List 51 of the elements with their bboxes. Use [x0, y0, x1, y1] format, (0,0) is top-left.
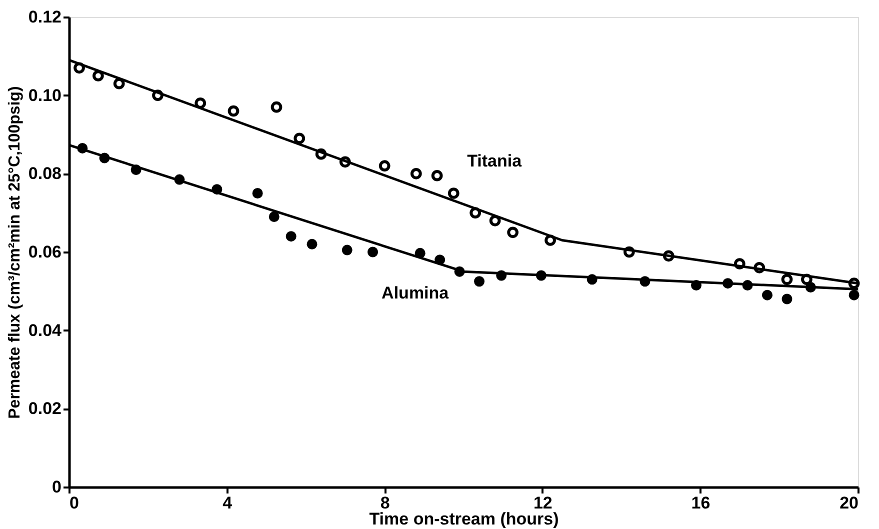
- point: [410, 168, 422, 180]
- point: [662, 250, 674, 262]
- x-axis-title: Time on-stream (hours): [369, 510, 559, 528]
- point: [268, 212, 280, 222]
- point: [848, 290, 860, 300]
- y-axis-title: Permeate flux (cm³/cm²min at 25°C,100psig): [6, 86, 24, 419]
- point: [315, 148, 327, 160]
- point: [754, 262, 766, 274]
- point: [286, 231, 296, 242]
- point: [507, 226, 518, 238]
- series-label: Titania: [467, 152, 522, 171]
- point: [339, 156, 351, 168]
- point: [368, 246, 378, 258]
- y-tick-label: 0.02: [28, 399, 62, 418]
- y-tick-label: 0.10: [28, 86, 62, 105]
- point: [113, 78, 125, 90]
- point: [734, 258, 746, 270]
- point: [378, 160, 390, 172]
- point: [801, 274, 812, 286]
- point: [228, 105, 240, 117]
- point: [470, 207, 482, 219]
- point: [74, 62, 85, 74]
- point: [782, 294, 792, 304]
- x-tick-label: 4: [222, 494, 233, 512]
- point: [270, 101, 282, 113]
- point: [489, 214, 501, 226]
- x-tick-label: 20: [840, 494, 858, 512]
- x-tick-label: 8: [380, 494, 390, 512]
- point: [194, 97, 206, 109]
- point: [152, 90, 164, 102]
- point: [252, 188, 263, 198]
- point: [306, 238, 318, 250]
- point: [762, 290, 773, 300]
- y-tick-label: 0.08: [28, 164, 62, 184]
- point: [544, 234, 556, 246]
- x-tick-label: 16: [691, 494, 710, 512]
- point: [294, 132, 306, 144]
- point: [624, 246, 635, 258]
- point: [448, 188, 460, 199]
- x-tick-label: 0: [70, 494, 79, 512]
- y-tick-label: 0.06: [28, 242, 62, 262]
- point: [342, 244, 352, 256]
- point: [474, 276, 485, 287]
- y-tick-label: 0.12: [28, 8, 62, 26]
- point: [431, 170, 443, 182]
- x-tick-label: 12: [533, 494, 552, 512]
- y-tick-label: 0.04: [28, 320, 62, 340]
- point: [781, 274, 793, 286]
- series-label: Alumina: [382, 284, 450, 303]
- point: [92, 70, 104, 82]
- y-tick-label: 0: [52, 478, 62, 496]
